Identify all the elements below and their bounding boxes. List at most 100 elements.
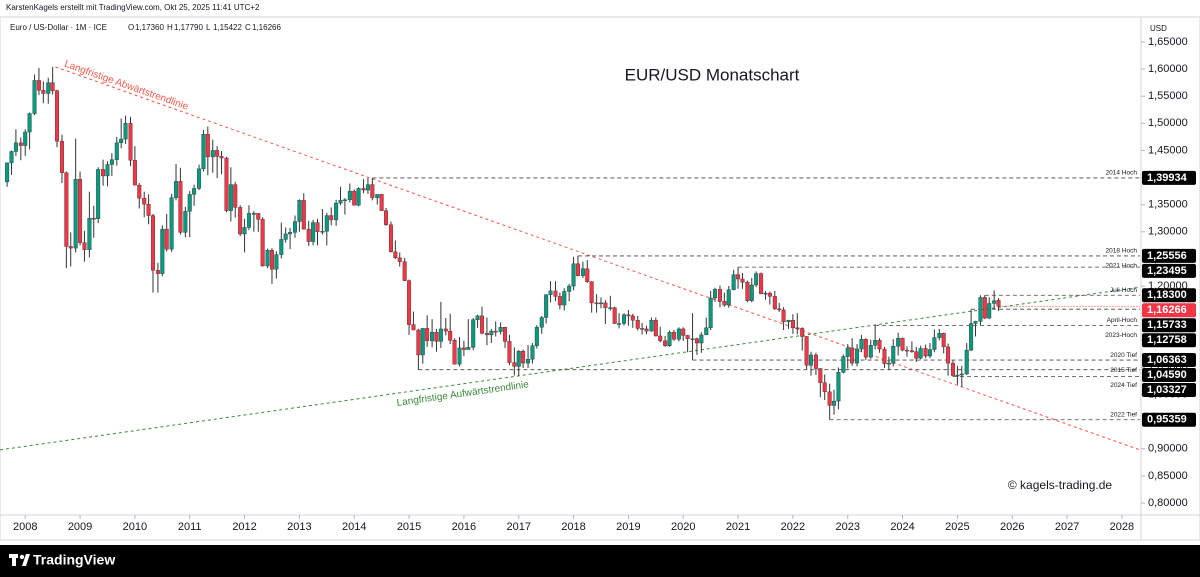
candle-body xyxy=(896,337,901,347)
candle-body xyxy=(59,141,64,173)
level-label: 2023-Hoch xyxy=(1105,332,1137,339)
candle-body xyxy=(192,188,197,195)
candle-body xyxy=(352,190,357,206)
candle-body xyxy=(18,142,23,146)
candle-body xyxy=(457,347,462,365)
candle-body xyxy=(571,263,576,287)
candle-body xyxy=(626,314,631,317)
candle-body xyxy=(667,331,672,346)
candle-body xyxy=(503,327,508,342)
header-value: 1,15422 xyxy=(213,23,242,32)
candle-body xyxy=(781,309,786,323)
y-tick-label: 1,50000 xyxy=(1148,117,1188,129)
attribution: KarstenKagels erstellt mit TradingView.c… xyxy=(6,3,260,12)
candle-body xyxy=(717,289,722,302)
candle-body xyxy=(82,242,87,250)
level-tag-label: 1,12758 xyxy=(1147,334,1187,346)
candle-body xyxy=(146,203,151,216)
candle-body xyxy=(653,320,658,337)
candle-body xyxy=(329,215,334,221)
candle-body xyxy=(461,347,466,350)
x-tick-label: 2027 xyxy=(1055,521,1079,533)
level-label: April-Hoch xyxy=(1107,317,1138,324)
x-tick-label: 2023 xyxy=(835,521,859,533)
candle-body xyxy=(274,254,279,270)
candle-body xyxy=(904,349,909,352)
header-key: O xyxy=(128,23,134,32)
x-tick-label: 2025 xyxy=(945,521,969,533)
candle-body xyxy=(512,362,517,367)
candle-body xyxy=(9,151,14,164)
candle-body xyxy=(36,80,41,91)
candle-body xyxy=(676,328,681,340)
candle-body xyxy=(430,331,435,342)
candle-body xyxy=(475,315,480,320)
candle-body xyxy=(489,330,494,336)
y-tick-label: 1,30000 xyxy=(1148,226,1188,238)
candle-body xyxy=(420,328,425,356)
candle-body xyxy=(914,351,919,359)
candle-body xyxy=(877,340,882,350)
candle-body xyxy=(804,336,809,366)
candle-body xyxy=(603,302,608,308)
x-tick-label: 2014 xyxy=(342,521,366,533)
candle-body xyxy=(443,328,448,332)
candle-body xyxy=(630,315,635,321)
candle-body xyxy=(786,320,791,323)
candle-body xyxy=(210,150,215,158)
candle-body xyxy=(808,354,813,366)
candle-body xyxy=(640,328,645,330)
candle-body xyxy=(187,194,192,212)
brand-logo xyxy=(9,554,30,566)
header-key: C xyxy=(245,23,251,32)
level-tag-label: 1,15733 xyxy=(1147,319,1187,331)
candle-body xyxy=(736,274,741,280)
candle-body xyxy=(955,374,960,377)
x-tick-label: 2011 xyxy=(178,521,202,533)
candle-body xyxy=(260,219,265,267)
candle-body xyxy=(128,123,133,161)
candle-body xyxy=(342,199,347,202)
axis-unit: USD xyxy=(1150,24,1167,33)
level-tag-label: 1,18300 xyxy=(1147,289,1187,301)
candle-body xyxy=(5,162,10,183)
candle-body xyxy=(315,222,320,233)
candle-body xyxy=(900,337,905,351)
y-tick-label: 1,55000 xyxy=(1148,90,1188,102)
candle-body xyxy=(425,328,430,342)
candle-body xyxy=(891,346,896,364)
candle-body xyxy=(78,178,83,243)
candle-body xyxy=(370,184,375,198)
x-tick-label: 2017 xyxy=(506,521,530,533)
candle-body xyxy=(484,333,489,336)
candle-body xyxy=(301,200,306,230)
header-value: 1,17790 xyxy=(174,23,203,32)
candle-body xyxy=(160,228,165,274)
x-tick-label: 2019 xyxy=(616,521,640,533)
candle-body xyxy=(671,331,676,340)
symbol: Euro / US-Dollar · 1M · ICE xyxy=(10,23,107,32)
y-tick-label: 1,60000 xyxy=(1148,63,1188,75)
candle-body xyxy=(150,215,155,271)
candle-body xyxy=(246,213,251,228)
candle-body xyxy=(224,157,229,211)
candle-body xyxy=(109,159,114,165)
candle-body xyxy=(836,372,841,402)
candle-body xyxy=(521,350,526,364)
chart-title: EUR/USD Monatschart xyxy=(625,65,800,84)
candle-body xyxy=(493,330,498,333)
y-tick-label: 0,90000 xyxy=(1148,443,1188,455)
candle-body xyxy=(749,284,754,301)
x-tick-label: 2016 xyxy=(452,521,476,533)
candle-body xyxy=(448,330,453,341)
level-tag xyxy=(1142,412,1196,427)
candle-body xyxy=(105,164,110,177)
level-label: 2022 Tief xyxy=(1110,411,1137,418)
candle-body xyxy=(608,307,613,309)
candle-body xyxy=(855,348,860,364)
candle-body xyxy=(772,296,777,310)
candle-body xyxy=(923,348,928,357)
candle-body xyxy=(557,296,562,306)
candle-body xyxy=(479,315,484,334)
level-label: 2014 Hoch xyxy=(1106,170,1138,177)
